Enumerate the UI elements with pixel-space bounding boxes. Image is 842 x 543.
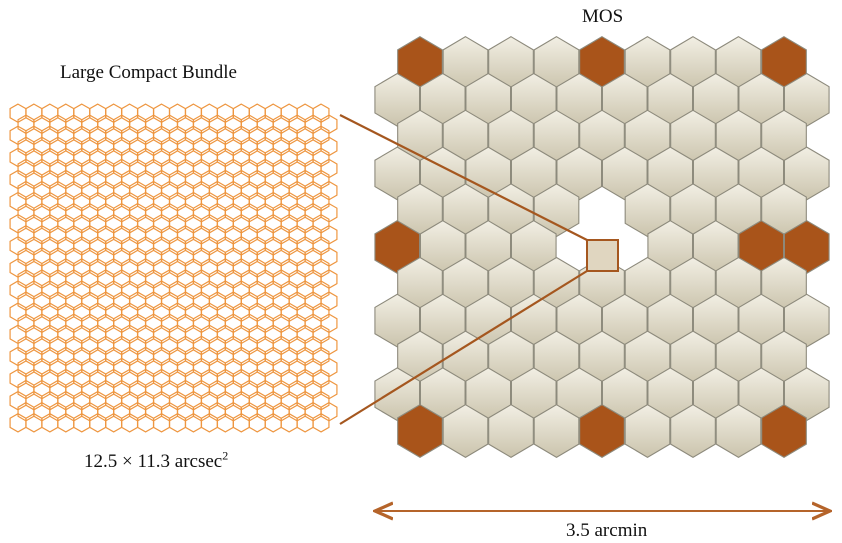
mos-hex bbox=[624, 404, 671, 458]
mos-hex bbox=[533, 404, 580, 458]
mos-title: MOS bbox=[582, 6, 624, 27]
mos-hex bbox=[442, 404, 489, 458]
mos-hex bbox=[488, 404, 534, 458]
lcb-fiber-grid bbox=[9, 103, 338, 433]
lcb-size-label: 12.5 × 11.3 arcsec2 bbox=[84, 448, 229, 473]
zoom-indicator bbox=[339, 114, 619, 425]
lcb-title: Large Compact Bundle bbox=[60, 62, 237, 83]
mos-hex-grid bbox=[374, 36, 830, 458]
zoom-line-top bbox=[339, 114, 588, 241]
mos-hex-highlighted bbox=[579, 404, 625, 458]
zoom-line-bottom bbox=[339, 270, 588, 425]
mos-hex bbox=[715, 404, 762, 458]
mos-hex bbox=[670, 404, 716, 458]
mos-hex-highlighted bbox=[761, 404, 807, 458]
lcb-size-exponent: 2 bbox=[222, 448, 229, 463]
scale-label: 3.5 arcmin bbox=[566, 520, 648, 541]
zoom-box bbox=[586, 239, 619, 272]
lcb-size-main: 12.5 × 11.3 arcsec bbox=[84, 451, 223, 472]
mos-hex-highlighted bbox=[397, 404, 443, 458]
lcb-fiber-hex bbox=[312, 412, 330, 433]
